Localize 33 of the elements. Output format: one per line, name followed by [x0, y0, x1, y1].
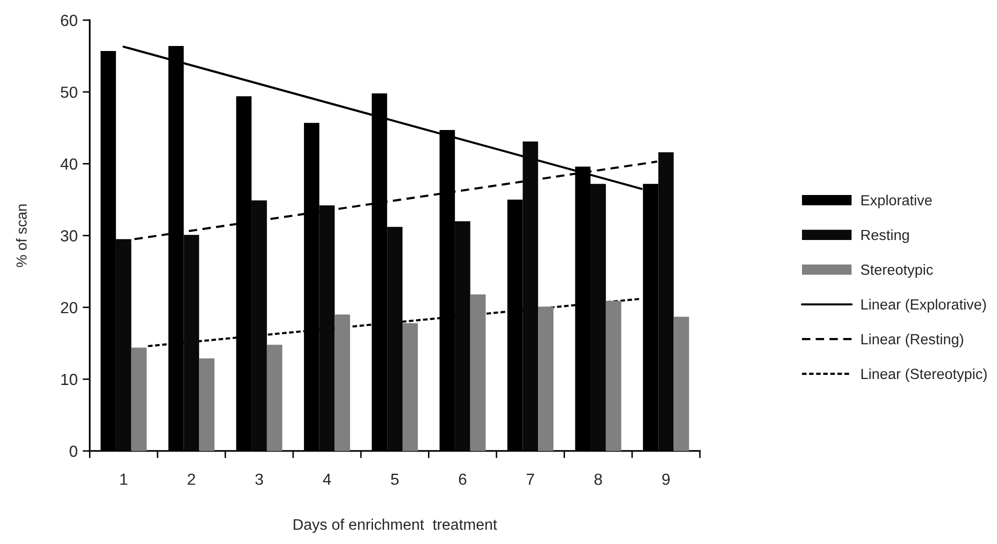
bar — [334, 314, 350, 451]
y-tick-label: 10 — [61, 374, 78, 386]
y-tick-label: 50 — [60, 86, 78, 98]
bar — [131, 348, 147, 451]
x-tick-label: 8 — [594, 474, 602, 485]
legend-label: Linear (Explorative) — [862, 298, 986, 312]
y-tick-label: 40 — [60, 158, 78, 170]
y-tick-label: 0 — [70, 446, 78, 457]
x-tick-label: 5 — [391, 474, 399, 485]
y-axis-title: % of scan — [16, 204, 27, 268]
x-tick-label: 9 — [662, 474, 670, 485]
x-tick-label: 6 — [458, 474, 466, 485]
legend-label: Resting — [862, 229, 909, 244]
bar — [266, 344, 282, 451]
bar — [606, 300, 622, 451]
x-tick-label: 4 — [322, 474, 331, 485]
legend-label: Linear (Resting) — [862, 334, 964, 348]
bar — [674, 316, 690, 451]
x-tick-label: 1 — [120, 474, 128, 485]
bar — [199, 358, 214, 451]
bar — [538, 306, 554, 451]
y-tick-label: 60 — [60, 14, 78, 26]
bar — [402, 323, 418, 451]
y-tick-label: 30 — [60, 230, 78, 242]
legend-label: Explorative — [862, 194, 932, 208]
bar — [470, 294, 486, 451]
legend-label: Stereotypic — [860, 264, 933, 278]
y-tick-label: 20 — [60, 302, 78, 314]
legend-label: Linear (Stereotypic) — [862, 368, 987, 382]
x-tick-label: 3 — [255, 474, 263, 485]
x-tick-label: 7 — [526, 474, 534, 485]
x-tick-label: 2 — [188, 474, 196, 485]
x-axis-title: Days of enrichment treatment — [294, 518, 498, 533]
